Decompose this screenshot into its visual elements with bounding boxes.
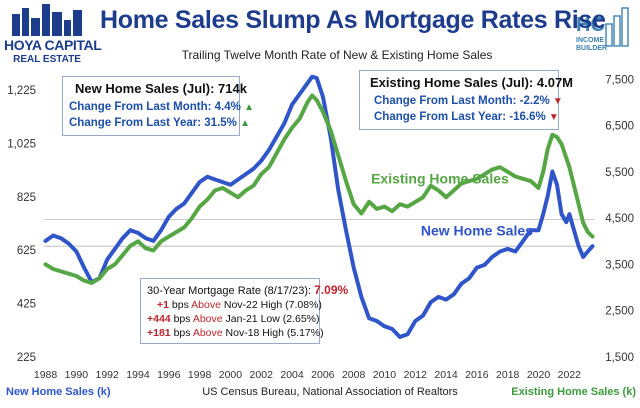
- right-axis-label: Existing Home Sales (k): [511, 386, 636, 398]
- mortgage-compare-line-2: +444 bps Above Jan-21 Low (2.65%): [147, 313, 320, 325]
- existing-home-sales-label: Existing Home Sales: [371, 170, 509, 186]
- x-tick-label: 2004: [280, 369, 304, 381]
- existing-home-mom-text: Change From Last Month: -2.2%: [374, 95, 550, 107]
- new-home-mom-text: Change From Last Month: 4.4%: [69, 101, 241, 113]
- y-right-tick-label: 6,500: [605, 121, 634, 133]
- y-right-tick-label: 1,500: [605, 352, 634, 364]
- x-tick-label: 1992: [95, 369, 119, 381]
- mortgage-rate-label: 30-Year Mortgage Rate (8/17/23):: [147, 285, 312, 297]
- compare-text: Jan-21 Low (2.65%): [222, 313, 320, 325]
- x-tick-label: 2000: [219, 369, 243, 381]
- y-left-tick-label: 625: [17, 245, 36, 257]
- x-tick-label: 2002: [250, 369, 274, 381]
- plot-area: [43, 74, 595, 339]
- compare-text: Nov-22 High (7.08%): [220, 299, 322, 311]
- x-tick-label: 2020: [527, 369, 551, 381]
- existing-home-sales-line: [43, 93, 595, 285]
- compare-text: Nov-18 High (5.17%): [222, 327, 324, 339]
- y-axis-right: 1,500 2,500 3,500 4,500 5,500 6,500 7,500: [605, 74, 634, 364]
- hoya-capital-logo: HOYA CAPITAL REAL ESTATE: [4, 4, 102, 70]
- new-home-sales-line: [43, 74, 595, 339]
- new-home-mom-change: Change From Last Month: 4.4% ▲: [69, 101, 254, 113]
- bps-unit: bps: [170, 327, 193, 339]
- chart-subtitle: Trailing Twelve Month Rate of New & Exis…: [181, 48, 493, 62]
- city-skyline-icon: [12, 4, 82, 36]
- mortgage-rate-box: 30-Year Mortgage Rate (8/17/23): 7.09% +…: [140, 278, 348, 344]
- new-home-yoy-change: Change From Last Year: 31.5% ▲: [69, 117, 250, 129]
- logo-right-line3: BUILDER: [576, 45, 608, 52]
- new-home-sales-box: New Home Sales (Jul): 714k Change From L…: [62, 76, 254, 136]
- new-home-yoy-text: Change From Last Year: 31.5%: [69, 117, 237, 129]
- logo-left-line2: REAL ESTATE: [13, 54, 81, 65]
- y-left-tick-label: 1,025: [7, 138, 36, 150]
- existing-home-yoy-change: Change From Last Year: -16.6% ▼: [374, 111, 559, 123]
- x-tick-label: 2008: [342, 369, 366, 381]
- mortgage-compare-line-3: +181 bps Above Nov-18 High (5.17%): [147, 327, 324, 339]
- x-tick-label: 1996: [157, 369, 181, 381]
- x-axis: 1988 1990 1992 1994 1996 1998 2000 2002 2004 2006…: [34, 369, 581, 381]
- y-right-tick-label: 2,500: [605, 306, 634, 318]
- source-note: US Census Bureau, National Association o…: [202, 386, 458, 398]
- x-tick-label: 2010: [373, 369, 397, 381]
- x-tick-label: 2006: [311, 369, 335, 381]
- y-right-tick-label: 7,500: [605, 74, 634, 86]
- bps-value: +181: [147, 327, 171, 339]
- y-left-tick-label: 825: [17, 192, 36, 204]
- existing-home-sales-header: Existing Home Sales (Jul): 4.07M: [370, 75, 574, 90]
- x-tick-label: 1994: [126, 369, 150, 381]
- new-home-sales-header: New Home Sales (Jul): 714k: [75, 81, 247, 96]
- above-label: Above: [192, 313, 223, 325]
- existing-home-mom-change: Change From Last Month: -2.2% ▼: [374, 95, 563, 107]
- y-left-tick-label: 225: [17, 352, 36, 364]
- bps-unit: bps: [168, 299, 192, 311]
- series-labels: Existing Home Sales New Home Sales: [371, 170, 533, 238]
- reference-lines: [44, 219, 594, 247]
- logo-right-line1: HC: [576, 14, 605, 36]
- y-left-tick-label: 1,225: [7, 85, 36, 97]
- above-label: Above: [192, 327, 223, 339]
- y-right-tick-label: 3,500: [605, 259, 634, 271]
- x-tick-label: 2012: [404, 369, 428, 381]
- above-label: Above: [191, 299, 221, 311]
- y-right-tick-label: 5,500: [605, 167, 634, 179]
- x-tick-label: 1998: [188, 369, 212, 381]
- x-tick-label: 1988: [34, 369, 58, 381]
- x-tick-label: 2014: [434, 369, 458, 381]
- income-builder-logo: HC INCOME BUILDER: [576, 4, 638, 54]
- y-axis-left: 225 425 625 825 1,025 1,225: [7, 85, 36, 364]
- x-tick-label: 2018: [496, 369, 520, 381]
- logo-left-line1: HOYA CAPITAL: [4, 37, 102, 53]
- existing-home-yoy-text: Change From Last Year: -16.6%: [374, 111, 546, 123]
- y-right-tick-label: 4,500: [605, 213, 634, 225]
- triangle-up-icon: ▲: [240, 118, 250, 129]
- bps-unit: bps: [170, 313, 193, 325]
- mortgage-rate-value: 7.09%: [314, 283, 349, 297]
- y-left-tick-label: 425: [17, 299, 36, 311]
- mortgage-rate-line: 30-Year Mortgage Rate (8/17/23): 7.09%: [147, 283, 348, 297]
- triangle-down-icon: ▼: [552, 96, 563, 107]
- chart-title: Home Sales Slump As Mortgage Rates Rise: [100, 6, 606, 34]
- x-tick-label: 2022: [558, 369, 582, 381]
- left-axis-label: New Home Sales (k): [6, 386, 111, 398]
- mortgage-compare-line-1: +1 bps Above Nov-22 High (7.08%): [157, 299, 322, 311]
- x-tick-label: 2016: [465, 369, 489, 381]
- bps-value: +444: [147, 313, 171, 325]
- logo-right-line2: INCOME: [576, 37, 604, 44]
- bps-value: +1: [157, 299, 169, 311]
- triangle-up-icon: ▲: [244, 102, 254, 113]
- triangle-down-icon: ▼: [548, 112, 559, 123]
- building-bars-icon: [605, 7, 629, 47]
- x-tick-label: 1990: [65, 369, 89, 381]
- existing-home-sales-box: Existing Home Sales (Jul): 4.07M Change …: [359, 70, 573, 130]
- new-home-sales-label: New Home Sales: [421, 223, 533, 239]
